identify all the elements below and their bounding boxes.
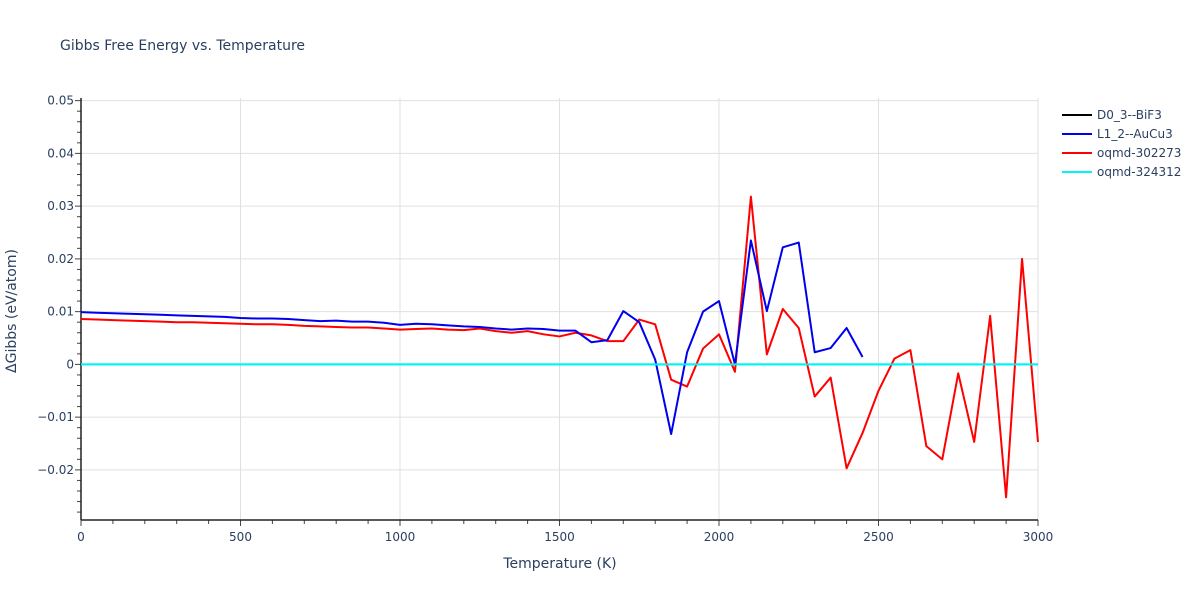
y-tick-label: 0 [66,357,74,371]
y-tick-label: −0.01 [37,410,74,424]
grid-lines [81,98,1039,520]
x-tick-label: 0 [77,530,85,544]
y-tick-label: 0.03 [47,199,74,213]
y-tick-labels: −0.02 −0.01 0 0.01 0.02 0.03 0.04 0.05 [37,94,74,477]
legend-item: L1_2--AuCu3 [1062,127,1173,141]
legend-item: oqmd-324312 [1062,165,1181,179]
legend-item: D0_3--BiF3 [1062,108,1162,122]
x-axis-title: Temperature (K) [502,556,616,572]
legend-label: oqmd-302273 [1097,146,1181,160]
x-tick-label: 2000 [704,530,735,544]
legend: D0_3--BiF3 L1_2--AuCu3 oqmd-302273 oqmd-324… [1062,108,1181,179]
y-tick-label: 0.04 [47,146,74,160]
y-tick-label: −0.02 [37,463,74,477]
legend-label: L1_2--AuCu3 [1097,127,1173,141]
y-tick-label: 0.01 [47,305,74,319]
x-tick-labels: 0 500 1000 1500 2000 2500 3000 [77,530,1053,544]
legend-label: D0_3--BiF3 [1097,108,1162,122]
legend-item: oqmd-302273 [1062,146,1181,160]
chart-title: Gibbs Free Energy vs. Temperature [60,38,305,54]
x-tick-label: 3000 [1023,530,1054,544]
series-line-oqmd-302273 [80,195,1039,499]
x-tick-label: 2500 [863,530,894,544]
y-tick-label: 0.02 [47,252,74,266]
y-tick-label: 0.05 [47,94,74,108]
series-line-l1-2-aucu3 [80,239,864,436]
axes [75,98,1039,526]
x-tick-label: 500 [229,530,252,544]
legend-label: oqmd-324312 [1097,165,1181,179]
series-lines [80,195,1039,499]
x-tick-label: 1500 [544,530,575,544]
x-tick-label: 1000 [385,530,416,544]
y-axis-title: ΔGibbs (eV/atom) [4,249,20,373]
